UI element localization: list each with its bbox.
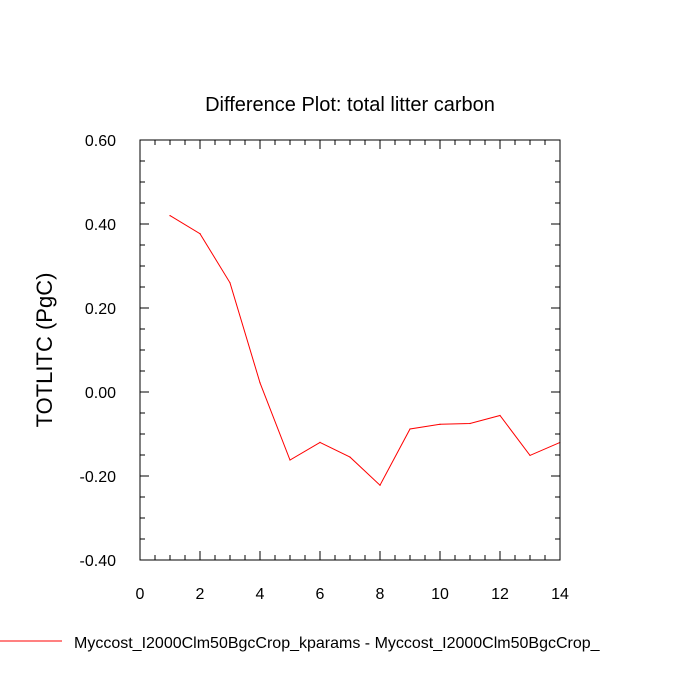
y-tick-label: 0.00 [85,385,116,402]
y-tick-label: -0.40 [80,553,117,570]
data-point [169,215,171,217]
data-point [469,422,471,425]
y-tick-label: -0.20 [80,469,117,486]
x-tick-label: 6 [316,586,325,603]
data-point [439,423,441,425]
data-point [529,454,531,457]
series-line [169,215,561,487]
legend-series-label: Myccost_I2000Clm50BgcCrop_kparams - Mycc… [74,635,601,652]
x-tick-label: 12 [491,586,509,603]
x-tick-label: 0 [136,586,145,603]
x-tick-label: 14 [551,586,569,603]
x-tick-label: 4 [256,586,265,603]
data-point [349,456,351,458]
plot-frame [139,139,561,561]
axis-ticks: 0 2 4 6 8 10 12 14 -0.40 -0.20 0.00 0.20 0.40 0.60 [80,133,569,603]
data-point [379,484,381,486]
data-point [289,459,291,461]
x-tick-label: 8 [376,586,385,603]
y-tick-label: 0.40 [85,217,116,234]
y-axis-label: TOTLITC (PgC) [32,273,57,428]
data-point [229,282,231,284]
data-series [169,215,561,487]
chart-title: Difference Plot: total litter carbon [205,94,495,116]
data-point [499,414,501,417]
legend: Myccost_I2000Clm50BgcCrop_kparams - Mycc… [0,635,601,652]
data-point [319,441,321,443]
x-tick-label: 2 [196,586,205,603]
y-tick-label: 0.60 [85,133,116,150]
data-point [409,428,411,430]
data-point [259,382,261,384]
y-tick-label: 0.20 [85,301,116,318]
data-point [199,233,201,235]
x-tick-label: 10 [431,586,449,603]
